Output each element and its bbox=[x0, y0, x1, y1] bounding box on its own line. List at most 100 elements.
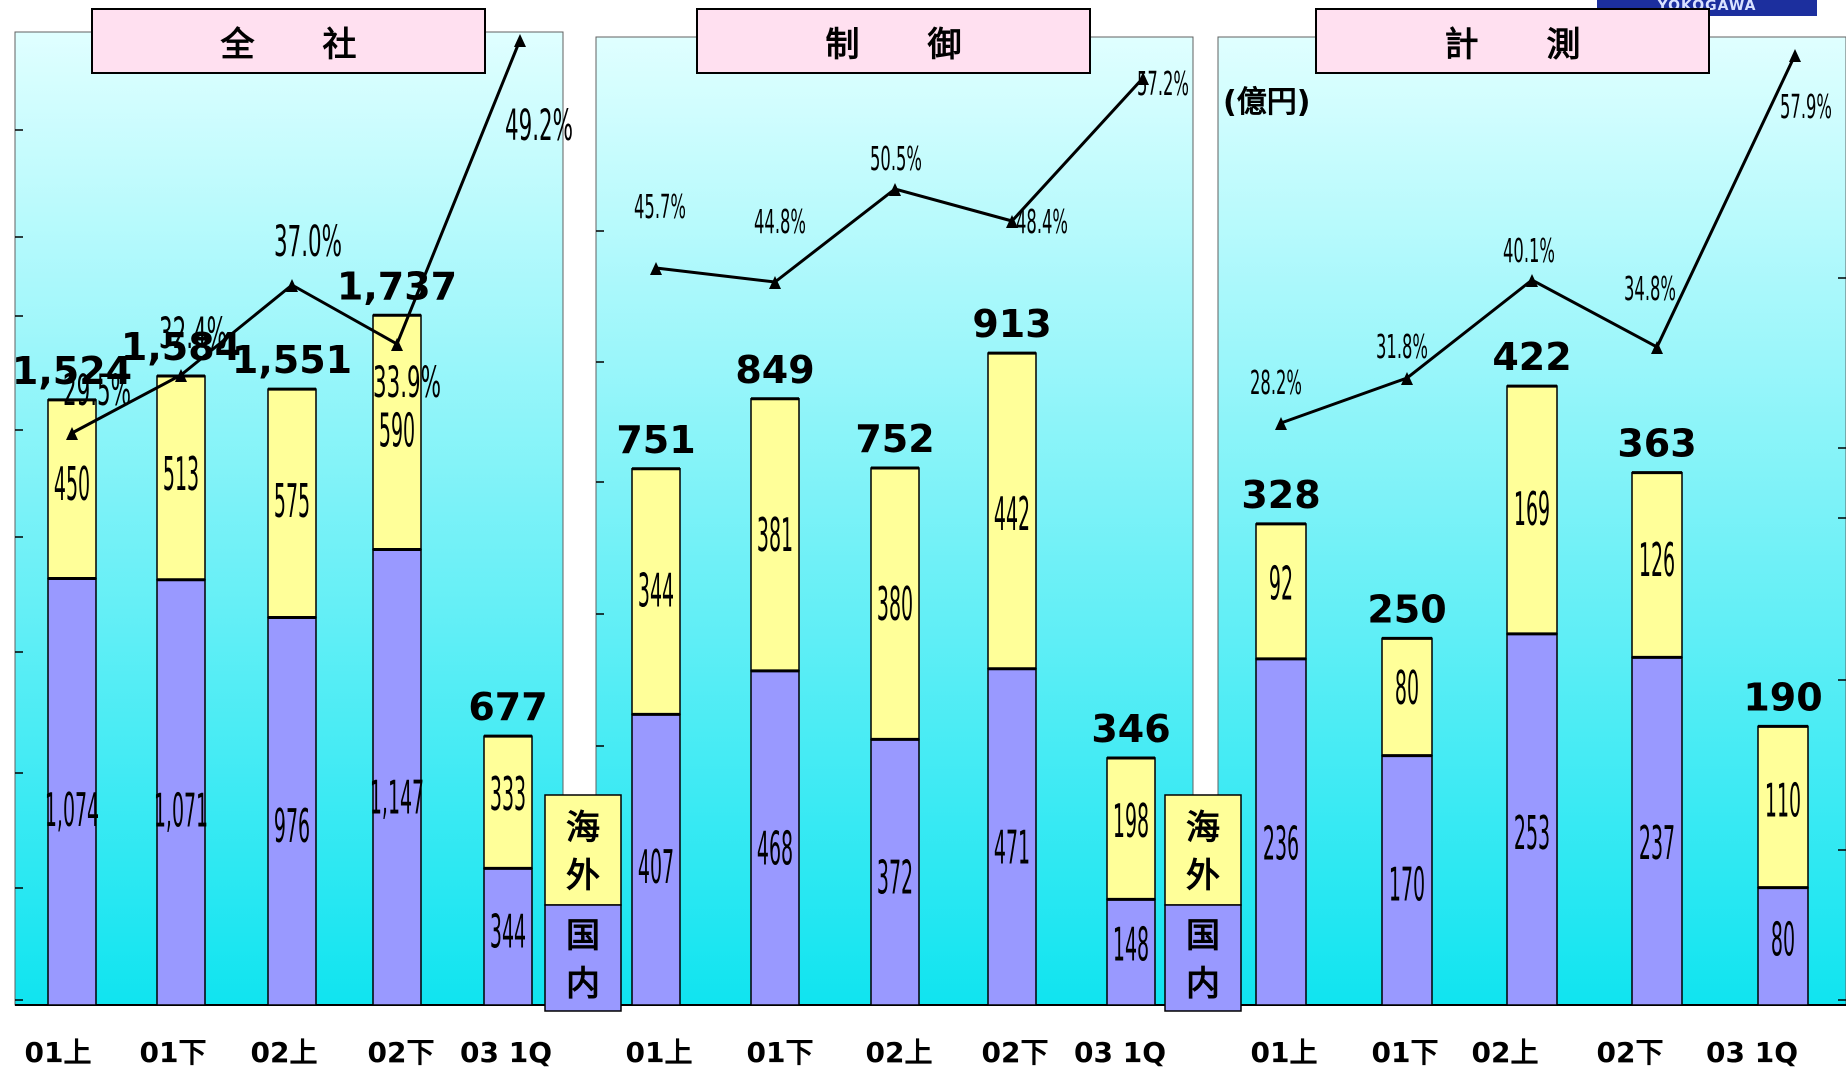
bar-overseas bbox=[1106, 757, 1156, 901]
bar-total-label: 677 bbox=[468, 685, 547, 729]
ratio-marker bbox=[286, 279, 298, 292]
panel-2: 制 御 407 344 751 01上 468 381 849 01下 372 380 752 02上 4… bbox=[595, 8, 1194, 1069]
legend-overseas-char-1: 海 bbox=[566, 808, 600, 848]
domestic-value-label: 407 bbox=[638, 842, 674, 895]
panel-title-box bbox=[91, 8, 486, 74]
ratio-label: 32.4% bbox=[159, 310, 227, 359]
overseas-value-label: 590 bbox=[379, 405, 415, 458]
bar-domestic bbox=[987, 667, 1037, 1006]
legend-overseas-char-1: 海 bbox=[1186, 808, 1220, 848]
bar-total-label: 1,524 bbox=[12, 349, 132, 393]
x-tick-label: 02下 bbox=[368, 1036, 435, 1069]
domestic-value-label: 236 bbox=[1263, 818, 1299, 871]
ratio-label: 31.8% bbox=[1376, 330, 1428, 367]
ratio-label: 34.8% bbox=[1624, 272, 1676, 309]
ratio-marker bbox=[769, 276, 781, 289]
ratio-label: 57.9% bbox=[1780, 90, 1832, 127]
bar-overseas bbox=[987, 352, 1037, 670]
bar-overseas bbox=[156, 375, 206, 581]
bar-total-label: 751 bbox=[616, 418, 695, 462]
bar-overseas bbox=[1757, 725, 1809, 889]
ratio-marker bbox=[514, 34, 526, 47]
bar-domestic bbox=[267, 616, 317, 1006]
ratio-label: 29.5% bbox=[63, 367, 131, 416]
ratio-label: 28.2% bbox=[1250, 366, 1302, 403]
ratio-marker bbox=[1137, 72, 1149, 85]
ratio-label: 48.4% bbox=[1016, 205, 1068, 242]
bar-total-label: 346 bbox=[1091, 707, 1170, 751]
x-tick-label: 01下 bbox=[1372, 1036, 1439, 1069]
x-tick-label: 01上 bbox=[1251, 1036, 1318, 1069]
overseas-value-label: 442 bbox=[994, 489, 1030, 542]
overseas-value-label: 380 bbox=[877, 579, 913, 632]
overseas-value-label: 92 bbox=[1269, 558, 1293, 611]
legend-overseas-char-2: 外 bbox=[566, 856, 600, 896]
legend-domestic-swatch bbox=[544, 904, 622, 1012]
bar-domestic bbox=[372, 548, 422, 1006]
legend-overseas-swatch bbox=[1164, 794, 1242, 906]
ratio-marker bbox=[1401, 372, 1413, 385]
bar-overseas bbox=[1255, 523, 1307, 660]
bar-overseas bbox=[483, 735, 533, 870]
bar-domestic bbox=[631, 713, 681, 1006]
bar-domestic bbox=[156, 578, 206, 1006]
domestic-value-label: 471 bbox=[994, 823, 1030, 876]
bar-total-label: 752 bbox=[855, 417, 934, 461]
ratio-label: 49.2% bbox=[505, 102, 573, 151]
unit-label: (億円) bbox=[1223, 85, 1310, 120]
bar-total-label: 1,737 bbox=[337, 264, 457, 308]
bar-domestic bbox=[750, 670, 800, 1006]
ratio-label: 45.7% bbox=[634, 190, 686, 227]
domestic-value-label: 253 bbox=[1514, 808, 1550, 861]
panel-title: 制 御 bbox=[826, 25, 962, 65]
bar-total-label: 1,584 bbox=[121, 325, 241, 369]
ratio-label: 44.8% bbox=[754, 205, 806, 242]
ratio-marker bbox=[1789, 49, 1801, 62]
x-tick-label: 02下 bbox=[982, 1036, 1049, 1069]
domestic-value-label: 976 bbox=[274, 801, 310, 854]
x-tick-label: 01上 bbox=[25, 1036, 92, 1069]
x-tick-label: 02上 bbox=[866, 1036, 933, 1069]
x-tick-label: 03 1Q bbox=[1074, 1036, 1166, 1069]
panel-1: 全 社 1,074 450 1,524 01上 1,071 513 1,584 01下 976 57… bbox=[12, 8, 573, 1069]
overseas-value-label: 513 bbox=[163, 449, 199, 502]
ratio-label: 40.1% bbox=[1503, 234, 1555, 271]
x-tick-label: 01下 bbox=[747, 1036, 814, 1069]
panel-title-box bbox=[1315, 8, 1710, 74]
bar-overseas bbox=[1506, 385, 1558, 635]
legend-domestic-char-2: 内 bbox=[1186, 964, 1220, 1004]
bar-overseas bbox=[631, 468, 681, 716]
bar-domestic bbox=[1381, 754, 1433, 1006]
bar-domestic bbox=[1506, 633, 1558, 1006]
overseas-value-label: 344 bbox=[638, 565, 674, 618]
bar-total-label: 328 bbox=[1241, 473, 1320, 517]
overseas-value-label: 198 bbox=[1113, 796, 1149, 849]
ratio-marker bbox=[391, 338, 403, 351]
legend-domestic-char-2: 内 bbox=[566, 964, 600, 1004]
overseas-value-label: 575 bbox=[274, 476, 310, 529]
bar-domestic bbox=[1255, 658, 1307, 1006]
ratio-label: 33.9% bbox=[373, 359, 441, 408]
ratio-marker bbox=[1651, 341, 1663, 354]
legend-domestic-char-1: 国 bbox=[566, 916, 600, 956]
bar-total-label: 422 bbox=[1492, 335, 1571, 379]
bar-total-label: 363 bbox=[1617, 422, 1696, 466]
panel-title: 全 社 bbox=[220, 25, 357, 65]
x-tick-label: 02下 bbox=[1597, 1036, 1664, 1069]
bar-overseas bbox=[1631, 471, 1683, 659]
panel-title-box bbox=[696, 8, 1091, 74]
overseas-value-label: 169 bbox=[1514, 484, 1550, 537]
ratio-marker bbox=[1526, 274, 1538, 287]
x-tick-label: 01上 bbox=[626, 1036, 693, 1069]
x-tick-label: 02上 bbox=[1472, 1036, 1539, 1069]
domestic-value-label: 468 bbox=[757, 824, 793, 877]
bar-total-label: 1,551 bbox=[232, 338, 352, 382]
ratio-label: 37.0% bbox=[274, 218, 342, 267]
legend-domestic-swatch bbox=[1164, 904, 1242, 1012]
ratio-label: 57.2% bbox=[1137, 67, 1189, 104]
ratio-marker bbox=[1006, 215, 1018, 228]
domestic-value-label: 372 bbox=[877, 852, 913, 905]
bar-domestic bbox=[1757, 886, 1809, 1006]
